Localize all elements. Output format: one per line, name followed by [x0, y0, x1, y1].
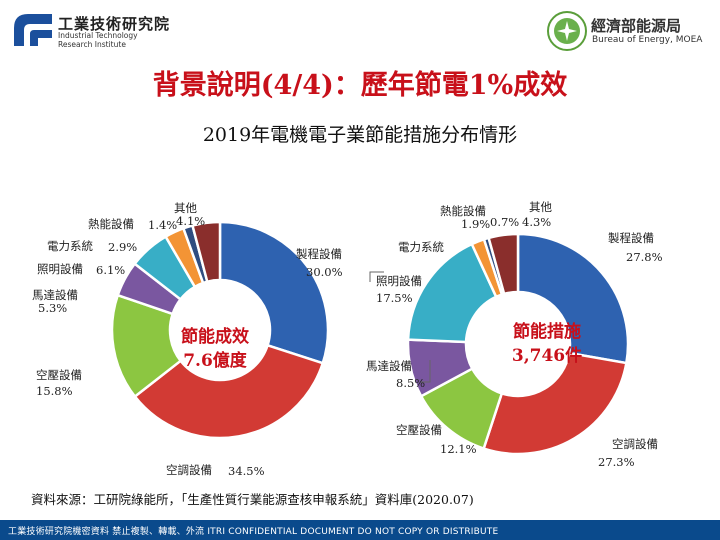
pie2-value-lighting: 17.5%	[376, 291, 413, 305]
pie1-value-lighting: 6.1%	[96, 263, 126, 277]
pie2-value-motor: 8.5%	[396, 376, 426, 390]
pie1-center-title: 節能成效	[181, 327, 249, 347]
pie1-value-process: 30.0%	[306, 265, 343, 279]
pie2-value-power: 1.9%	[461, 217, 491, 231]
leader-line-motor	[420, 360, 431, 383]
pie1-value-other: 4.1%	[176, 214, 206, 228]
pie2-label-heat: 熱能設備	[440, 204, 486, 218]
org-en-line-2: Research Institute	[58, 39, 126, 49]
pie2-value-heat: 0.7%	[490, 215, 520, 229]
pie1-value-heat: 1.4%	[148, 218, 178, 232]
boe-name: 經濟部能源局	[591, 17, 682, 35]
pie1-slice-aircon	[133, 343, 325, 440]
pie2-slice-aircon	[482, 351, 628, 456]
pie2-label-aircomp: 空壓設備	[396, 423, 442, 437]
pie2-value-process: 27.8%	[626, 250, 663, 264]
footer-text: 工業技術研究院機密資料 禁止複製、轉載、外流 ITRI CONFIDENTIAL…	[8, 527, 499, 537]
pie1-center-value: 7.6億度	[183, 351, 247, 371]
source-note: 資料來源：工研院綠能所，「生產性質行業能源查核申報系統」資料庫(2020.07)	[31, 492, 474, 507]
pie1-center-label: 節能成效 7.6億度	[160, 325, 270, 373]
boe-en-name: Bureau of Energy, MOEA	[592, 35, 703, 45]
pie1-label-heat: 熱能設備	[88, 217, 134, 231]
page-title: 背景說明(4/4)：歷年節電1%成效	[152, 70, 568, 101]
pie1-label-process: 製程設備	[296, 247, 342, 261]
pie2-label-process: 製程設備	[608, 231, 654, 245]
pie2-center-title: 節能措施	[513, 322, 581, 342]
pie1-slice-process	[218, 220, 330, 365]
pie-chart-measures	[406, 232, 630, 456]
pie-chart-energy-saving	[110, 220, 330, 440]
pie1-label-other: 其他	[174, 201, 197, 215]
pie2-slice-process	[516, 232, 630, 365]
pie2-center-value: 3,746件	[511, 346, 583, 366]
org-en-line-1: Industrial Technology	[58, 31, 138, 40]
pie1-label-lighting: 照明設備	[37, 262, 83, 276]
pie1-value-power: 2.9%	[108, 240, 138, 254]
pie2-center-label: 節能措施 3,746件	[497, 320, 597, 368]
pie1-slice-other	[190, 220, 222, 284]
pie1-value-aircon: 34.5%	[228, 464, 265, 478]
pie2-label-motor: 馬達設備	[366, 359, 412, 373]
chart-subtitle: 2019年電機電子業節能措施分布情形	[202, 124, 518, 146]
pie2-value-other: 4.3%	[522, 215, 552, 229]
pie1-value-motor: 5.3%	[38, 301, 68, 315]
pie2-value-aircon: 27.3%	[598, 455, 635, 469]
pie2-value-aircomp: 12.1%	[440, 442, 477, 456]
leader-line-lighting	[369, 271, 384, 282]
org-name: 工業技術研究院	[58, 15, 171, 33]
pie1-label-motor: 馬達設備	[32, 288, 78, 302]
boe-logo-icon	[547, 11, 587, 51]
footer-bar	[0, 520, 720, 540]
pie2-label-power: 電力系統	[398, 240, 444, 254]
pie2-label-aircon: 空調設備	[612, 437, 658, 451]
itri-logo-icon	[14, 14, 52, 46]
org-en-name: Industrial Technology Research Institute	[58, 31, 138, 49]
pie1-label-power: 電力系統	[47, 239, 93, 253]
pie2-slice-other	[487, 232, 520, 296]
pie1-value-aircomp: 15.8%	[36, 384, 73, 398]
pie1-label-aircon: 空調設備	[166, 463, 212, 477]
pie2-label-lighting: 照明設備	[376, 274, 422, 288]
pie2-label-other: 其他	[529, 200, 552, 214]
pie1-label-aircomp: 空壓設備	[36, 368, 82, 382]
